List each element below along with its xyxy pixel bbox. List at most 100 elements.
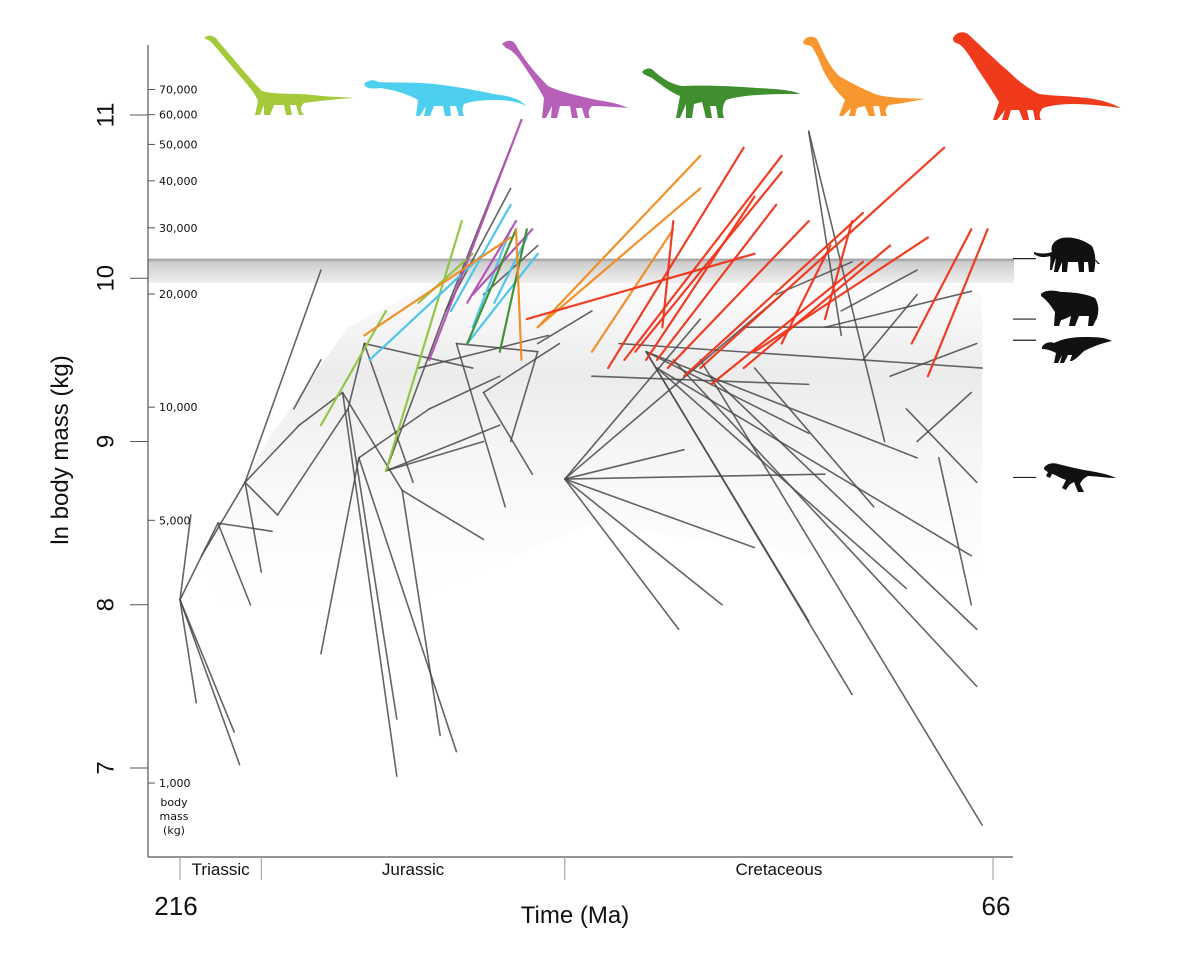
branch-segment <box>656 367 908 590</box>
branch-segment <box>217 522 273 533</box>
legend-entry-green <box>642 68 800 118</box>
y-tick-label: 11 <box>93 103 120 128</box>
clade-legend <box>204 32 1121 120</box>
branch-segment <box>645 350 853 696</box>
legend-entry-orange <box>803 36 925 116</box>
y-tick-label: 7 <box>93 761 120 774</box>
branch-segment <box>916 391 973 443</box>
branch-segment <box>368 252 485 361</box>
x-axis-title: Time (Ma) <box>521 902 629 929</box>
branch-segment <box>384 220 463 472</box>
branch-segment <box>179 514 192 601</box>
kg-axis-title-line-1: body <box>160 796 188 809</box>
branch-segment <box>525 252 756 321</box>
branch-segment <box>217 522 252 606</box>
branch-segment <box>666 220 810 370</box>
kg-tick-label: 20,000 <box>159 288 198 301</box>
x-end-label: 66 <box>982 891 1011 921</box>
period-label: Cretaceous <box>735 860 822 879</box>
branch-segment <box>910 228 973 345</box>
branch-segment <box>862 293 918 361</box>
branch-segment <box>244 424 301 484</box>
legend-entry-cyan <box>364 80 526 116</box>
branch-segment <box>385 424 501 472</box>
branch-segment <box>937 457 973 606</box>
branch-segment <box>824 290 973 329</box>
period-bar: Triassic Jurassic Cretaceous <box>179 857 994 880</box>
branch-segment <box>276 408 349 516</box>
y-tick-label: 10 <box>93 265 120 292</box>
branch-segment <box>564 478 723 606</box>
branch-segment <box>341 391 398 777</box>
branch-segment <box>358 408 431 459</box>
branch-segment <box>753 367 875 508</box>
branch-segment <box>780 244 832 345</box>
branch-segment <box>417 334 550 369</box>
period-label: Jurassic <box>382 860 445 879</box>
branch-segment <box>564 473 826 480</box>
branch-segment <box>401 489 441 737</box>
branch-segment <box>699 146 946 370</box>
mammoth-icon <box>1034 237 1100 272</box>
kg-tick-label: 60,000 <box>159 109 198 122</box>
branch-segment <box>482 391 534 475</box>
branch-segment <box>590 228 675 353</box>
kg-tick-label: 1,000 <box>159 777 191 790</box>
branch-segment <box>536 154 702 329</box>
branch-segment <box>840 269 918 312</box>
kg-axis-title-line-2: mass <box>160 810 189 823</box>
branch-segment <box>710 375 978 631</box>
branch-segment <box>661 220 675 329</box>
branch-segment <box>455 342 507 508</box>
branch-segment <box>320 457 360 655</box>
branch-segment <box>618 342 983 369</box>
branch-segment <box>385 310 447 472</box>
branch-segment <box>244 269 322 484</box>
mammal-reference-band <box>148 258 1014 284</box>
phylogeny-tree <box>179 118 989 826</box>
branch-segment <box>536 187 702 329</box>
branch-segment <box>926 228 989 378</box>
branch-segment <box>564 478 756 549</box>
legend-entry-purple <box>502 40 628 118</box>
red-sauropod-icon <box>953 32 1121 120</box>
branch-segment <box>341 391 404 492</box>
reference-marks <box>1013 258 1036 479</box>
branch-segment <box>498 228 528 353</box>
branch-segment <box>428 118 523 361</box>
mammal-reference-band-rect <box>148 258 1014 284</box>
y-tick-label: 9 <box>93 435 120 448</box>
branch-segment <box>509 350 539 443</box>
branch-segment <box>179 554 203 601</box>
uncertainty-haze <box>201 261 983 638</box>
kg-tick-label: 10,000 <box>159 401 198 414</box>
branch-segment <box>564 478 680 631</box>
branch-segment <box>244 481 263 573</box>
series-clade-1-lime- <box>319 220 474 472</box>
branch-segment <box>293 359 322 410</box>
branch-segment <box>466 252 539 345</box>
kg-tick-label: 40,000 <box>159 175 198 188</box>
branch-segment <box>807 130 886 443</box>
branch-segment <box>200 481 246 557</box>
y-axis-title: ln body mass (kg) <box>47 355 74 544</box>
branch-segment <box>682 211 865 378</box>
reference-silhouettes <box>1034 237 1116 492</box>
branch-segment <box>564 318 702 480</box>
branch-segment <box>672 359 978 688</box>
hadrosaur-icon <box>1042 337 1112 363</box>
branch-segment <box>753 236 930 353</box>
branch-segment <box>905 408 978 484</box>
branch-segment <box>471 228 512 329</box>
branch-segment <box>179 599 241 766</box>
branch-segment <box>807 130 843 337</box>
branch-segment <box>347 408 398 720</box>
lime-sauropod-icon <box>204 35 354 115</box>
paraceratherium-icon <box>1041 290 1099 326</box>
series-clade-5-orange- <box>363 154 702 361</box>
branch-segment <box>493 236 528 304</box>
branch-segment <box>244 481 279 516</box>
kg-tick-label: 50,000 <box>159 138 198 151</box>
kg-tick-label: 30,000 <box>159 222 198 235</box>
